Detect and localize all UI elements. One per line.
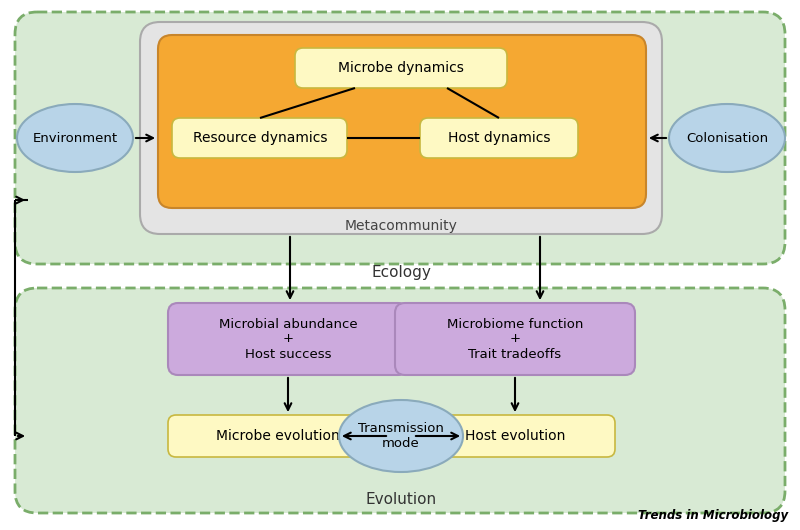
Text: Resource dynamics: Resource dynamics — [193, 131, 327, 145]
FancyBboxPatch shape — [15, 288, 785, 513]
FancyBboxPatch shape — [295, 48, 507, 88]
FancyBboxPatch shape — [395, 303, 635, 375]
Text: Microbe dynamics: Microbe dynamics — [338, 61, 464, 75]
FancyBboxPatch shape — [158, 35, 646, 208]
FancyBboxPatch shape — [420, 118, 578, 158]
Text: Evolution: Evolution — [366, 492, 437, 508]
FancyBboxPatch shape — [172, 118, 347, 158]
Ellipse shape — [339, 400, 463, 472]
Text: Microbiome function
+
Trait tradeoffs: Microbiome function + Trait tradeoffs — [447, 317, 583, 360]
Text: Microbe evolution: Microbe evolution — [216, 429, 340, 443]
Text: Environment: Environment — [33, 131, 118, 145]
Text: Host evolution: Host evolution — [465, 429, 565, 443]
Text: Host dynamics: Host dynamics — [448, 131, 550, 145]
FancyBboxPatch shape — [168, 415, 388, 457]
Text: Metacommunity: Metacommunity — [345, 219, 458, 233]
FancyBboxPatch shape — [15, 12, 785, 264]
FancyBboxPatch shape — [168, 303, 408, 375]
FancyBboxPatch shape — [140, 22, 662, 234]
Text: Ecology: Ecology — [371, 264, 431, 279]
Ellipse shape — [669, 104, 785, 172]
Ellipse shape — [17, 104, 133, 172]
Text: Transmission
mode: Transmission mode — [358, 422, 444, 450]
Text: Trends in Microbiology: Trends in Microbiology — [638, 509, 788, 522]
Text: Microbial abundance
+
Host success: Microbial abundance + Host success — [218, 317, 358, 360]
Text: Colonisation: Colonisation — [686, 131, 768, 145]
FancyBboxPatch shape — [415, 415, 615, 457]
